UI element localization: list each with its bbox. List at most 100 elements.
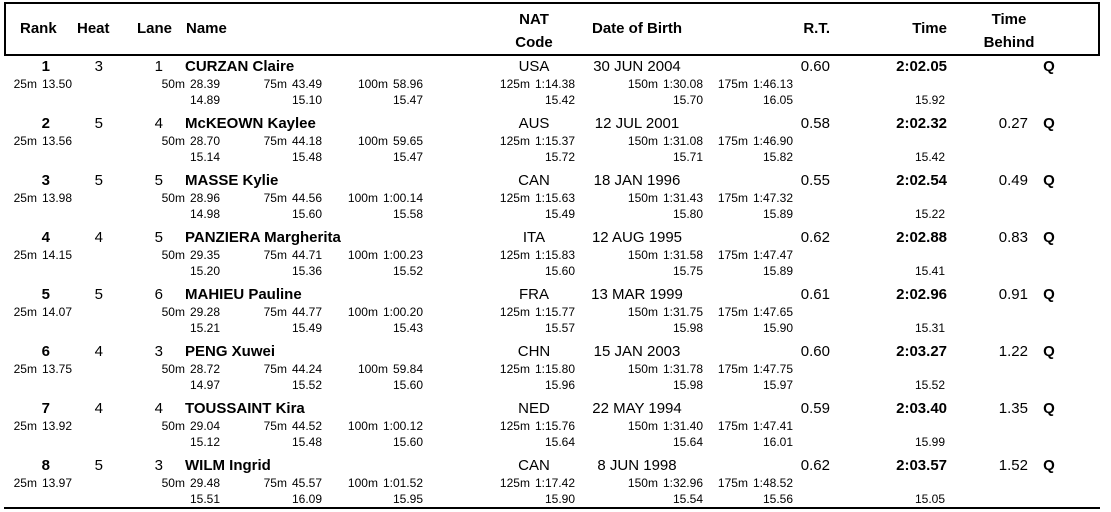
date-of-birth-cell: 15 JAN 2003 xyxy=(593,343,681,360)
split-label: 175m xyxy=(717,77,748,91)
split-value: 1:31.78 xyxy=(662,362,703,376)
split-50m: 50m 28.39 xyxy=(120,78,220,91)
col-header-behind-line1: Time xyxy=(991,11,1027,28)
split-value: 1:31.40 xyxy=(662,419,703,433)
split-25m: 25m 13.92 xyxy=(2,420,72,433)
split-value: 1:47.41 xyxy=(752,419,793,433)
split-100m: 100m 59.65 xyxy=(310,135,423,148)
split-label: 125m xyxy=(499,191,530,205)
lap-delta-175m: 15.89 xyxy=(762,264,793,278)
split-value: 29.04 xyxy=(189,419,220,433)
reaction-time-cell: 0.60 xyxy=(800,343,830,360)
split-value: 28.96 xyxy=(189,191,220,205)
split-value: 1:46.13 xyxy=(752,77,793,91)
col-header-reaction-time: R.T. xyxy=(803,20,830,37)
lap-delta-100m: 15.47 xyxy=(392,150,423,164)
split-75m: 75m 44.24 xyxy=(222,363,322,376)
rank-cell: 2 xyxy=(41,115,50,132)
split-value: 14.07 xyxy=(41,305,72,319)
lap-delta-100m: 15.60 xyxy=(392,378,423,392)
table-header: Rank Heat Lane Name NAT Code Date of Birt… xyxy=(4,2,1100,56)
date-of-birth-cell: 22 MAY 1994 xyxy=(592,400,682,417)
lap-delta-200m: 15.31 xyxy=(914,321,945,335)
split-value: 1:47.75 xyxy=(752,362,793,376)
split-100m: 100m 1:00.23 xyxy=(310,249,423,262)
time-behind-cell: 0.91 xyxy=(998,286,1028,303)
split-value: 14.15 xyxy=(41,248,72,262)
split-label: 75m xyxy=(263,419,287,433)
col-header-nat-code: NAT Code xyxy=(494,8,574,54)
split-value: 59.84 xyxy=(392,362,423,376)
split-100m: 100m 58.96 xyxy=(310,78,423,91)
split-label: 175m xyxy=(717,362,748,376)
rank-cell: 3 xyxy=(41,172,50,189)
split-25m: 25m 13.98 xyxy=(2,192,72,205)
col-header-name: Name xyxy=(186,20,227,37)
lap-delta-75m: 15.48 xyxy=(291,150,322,164)
lap-delta-200m: 15.05 xyxy=(914,492,945,506)
lap-delta-175m: 15.90 xyxy=(762,321,793,335)
nat-code-cell: FRA xyxy=(519,286,549,303)
split-label: 175m xyxy=(717,191,748,205)
split-value: 44.52 xyxy=(291,419,322,433)
split-label: 175m xyxy=(717,419,748,433)
lane-cell: 5 xyxy=(154,172,163,189)
split-125m: 125m 1:15.80 xyxy=(462,363,575,376)
split-value: 44.71 xyxy=(291,248,322,262)
split-value: 1:31.75 xyxy=(662,305,703,319)
lap-delta-50m: 15.20 xyxy=(189,264,220,278)
split-label: 75m xyxy=(263,191,287,205)
split-label: 100m xyxy=(357,362,388,376)
split-value: 1:00.14 xyxy=(382,191,423,205)
split-value: 1:15.76 xyxy=(534,419,575,433)
lap-delta-200m: 15.99 xyxy=(914,435,945,449)
split-label: 25m xyxy=(13,419,37,433)
rank-cell: 7 xyxy=(41,400,50,417)
time-behind-cell: 1.22 xyxy=(998,343,1028,360)
split-125m: 125m 1:15.76 xyxy=(462,420,575,433)
split-label: 25m xyxy=(13,134,37,148)
col-header-rank: Rank xyxy=(20,20,57,37)
split-label: 25m xyxy=(13,476,37,490)
split-50m: 50m 28.70 xyxy=(120,135,220,148)
split-150m: 150m 1:31.40 xyxy=(590,420,703,433)
col-header-nat-line1: NAT xyxy=(519,11,549,28)
split-175m: 175m 1:48.52 xyxy=(680,477,793,490)
split-value: 28.72 xyxy=(189,362,220,376)
split-50m: 50m 29.28 xyxy=(120,306,220,319)
qualified-badge: Q xyxy=(1043,400,1055,417)
split-100m: 100m 59.84 xyxy=(310,363,423,376)
lap-delta-150m: 15.75 xyxy=(672,264,703,278)
lap-delta-75m: 15.60 xyxy=(291,207,322,221)
split-label: 125m xyxy=(499,476,530,490)
date-of-birth-cell: 30 JUN 2004 xyxy=(593,58,681,75)
split-175m: 175m 1:47.65 xyxy=(680,306,793,319)
split-value: 13.75 xyxy=(41,362,72,376)
time-behind-cell: 0.49 xyxy=(998,172,1028,189)
nat-code-cell: CAN xyxy=(518,172,550,189)
lap-delta-175m: 15.89 xyxy=(762,207,793,221)
reaction-time-cell: 0.60 xyxy=(800,58,830,75)
lap-delta-175m: 16.05 xyxy=(762,93,793,107)
split-label: 125m xyxy=(499,134,530,148)
split-value: 1:00.12 xyxy=(382,419,423,433)
heat-cell: 5 xyxy=(94,457,103,474)
split-75m: 75m 43.49 xyxy=(222,78,322,91)
lap-delta-125m: 15.57 xyxy=(544,321,575,335)
split-value: 1:15.83 xyxy=(534,248,575,262)
split-label: 25m xyxy=(13,191,37,205)
split-50m: 50m 28.72 xyxy=(120,363,220,376)
split-label: 100m xyxy=(347,248,378,262)
lane-cell: 5 xyxy=(154,229,163,246)
qualified-badge: Q xyxy=(1043,286,1055,303)
final-time-cell: 2:03.57 xyxy=(896,457,947,474)
final-time-cell: 2:02.88 xyxy=(896,229,947,246)
heat-cell: 4 xyxy=(94,229,103,246)
split-100m: 100m 1:00.14 xyxy=(310,192,423,205)
split-label: 125m xyxy=(499,248,530,262)
lap-delta-50m: 15.21 xyxy=(189,321,220,335)
lap-delta-175m: 15.97 xyxy=(762,378,793,392)
time-behind-cell: 1.35 xyxy=(998,400,1028,417)
nat-code-cell: ITA xyxy=(522,229,546,246)
split-label: 50m xyxy=(161,362,185,376)
